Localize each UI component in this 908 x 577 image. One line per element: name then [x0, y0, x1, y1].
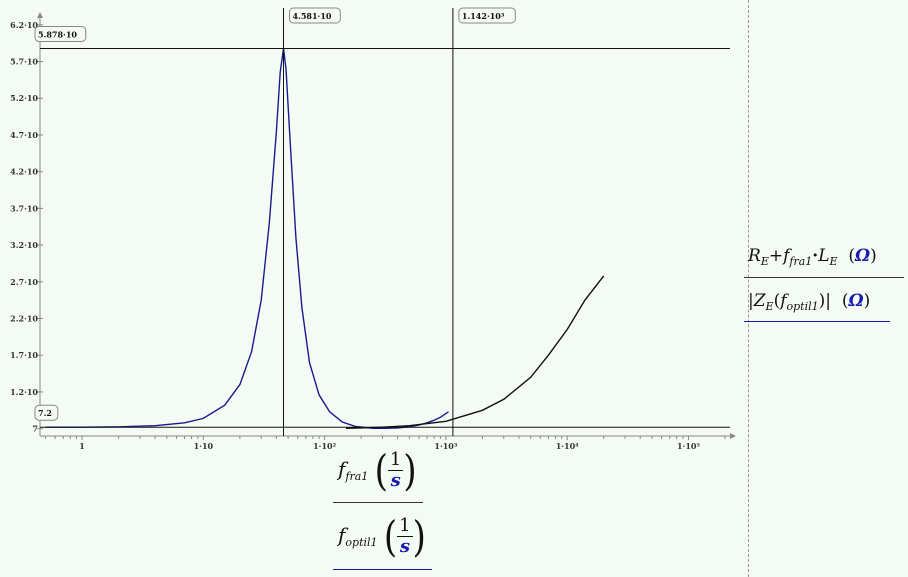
y-label-2[interactable]: |ZE(foptil1)| (Ω)	[748, 291, 871, 313]
horizontal-marker-box-2	[34, 404, 59, 421]
y2-z: Z	[753, 291, 766, 311]
y-tick-label: 1.7·10	[10, 350, 38, 360]
x-tick-label: 1·10⁴	[556, 441, 579, 451]
x-tick-label: 1·10⁵	[677, 441, 700, 451]
y-tick-label: 2.2·10	[10, 314, 38, 324]
y-tick-label: 4.7·10	[10, 130, 38, 140]
ticks: 1 1·10 1·10² 1·10³ 1·10⁴ 1·10⁵ 7 1.2·10 1.7·10 2.…	[10, 20, 726, 451]
markers[interactable]: 4.581·10 1.142·10³ 5.878·10 7.2	[34, 7, 730, 436]
y1-r-sub: E	[760, 255, 769, 268]
vertical-marker-label-2: 1.142·10³	[462, 11, 505, 21]
series-line-2	[345, 275, 605, 429]
x-label-2-underline	[333, 569, 432, 570]
y1-plus: +	[768, 246, 784, 266]
y-tick-label: 2.7·10	[10, 277, 38, 287]
y-label-1-underline	[744, 277, 904, 278]
x-label-1[interactable]: ffra1 (1 s)	[338, 445, 417, 496]
y-tick-label: 4.2·10	[10, 167, 38, 177]
y-tick-label: 7	[32, 424, 38, 434]
horizontal-marker-label-1: 5.878·10	[38, 29, 77, 39]
series-group	[45, 48, 605, 429]
x-tick-label: 1·10³	[434, 441, 457, 451]
y2-unit: Ω	[848, 291, 864, 311]
y1-dot: ·	[812, 246, 819, 266]
x-tick-label: 1·10²	[313, 441, 336, 451]
y2-z-sub: E	[765, 300, 774, 313]
x-tick-label: 1·10	[194, 441, 214, 451]
x-axis-arrow	[730, 433, 736, 439]
y2-f: f	[780, 291, 787, 311]
region-divider	[748, 0, 749, 577]
y-label-1[interactable]: RE+ffra1·LE (Ω)	[748, 246, 877, 268]
y-tick-label: 1.2·10	[10, 387, 38, 397]
x1-sub: fra1	[345, 470, 369, 483]
horizontal-marker-label-2: 7.2	[38, 408, 52, 418]
y1-r: R	[748, 246, 761, 266]
x2-f: f	[338, 523, 346, 547]
y-axis-arrow	[37, 12, 43, 18]
axes	[37, 12, 736, 439]
vertical-marker-label-1: 4.581·10	[293, 11, 332, 21]
x-tick-label: 1	[79, 441, 85, 451]
y1-l-sub: E	[829, 255, 838, 268]
y1-f: f	[783, 246, 790, 266]
x-label-1-underline	[333, 502, 423, 503]
y-tick-label: 3.7·10	[10, 203, 38, 213]
x1-f: f	[338, 457, 346, 481]
x2-sub: optil1	[345, 536, 378, 549]
vertical-marker-box-1	[289, 7, 341, 24]
y-tick-label: 3.2·10	[10, 240, 38, 250]
vertical-marker-box-2	[458, 7, 516, 24]
x-label-2[interactable]: foptil1 (1 s)	[338, 511, 426, 562]
y2-f-sub: optil1	[786, 300, 819, 313]
y-label-2-underline	[744, 321, 890, 322]
horizontal-marker-box-1	[34, 25, 87, 42]
y1-unit: Ω	[854, 246, 871, 266]
series-line-1	[45, 48, 449, 429]
y1-f-sub: fra1	[789, 255, 813, 268]
y-tick-label: 6.2·10	[10, 20, 38, 30]
y-tick-label: 5.7·10	[10, 57, 38, 67]
y-tick-label: 5.2·10	[10, 93, 38, 103]
y1-l: L	[818, 246, 830, 266]
